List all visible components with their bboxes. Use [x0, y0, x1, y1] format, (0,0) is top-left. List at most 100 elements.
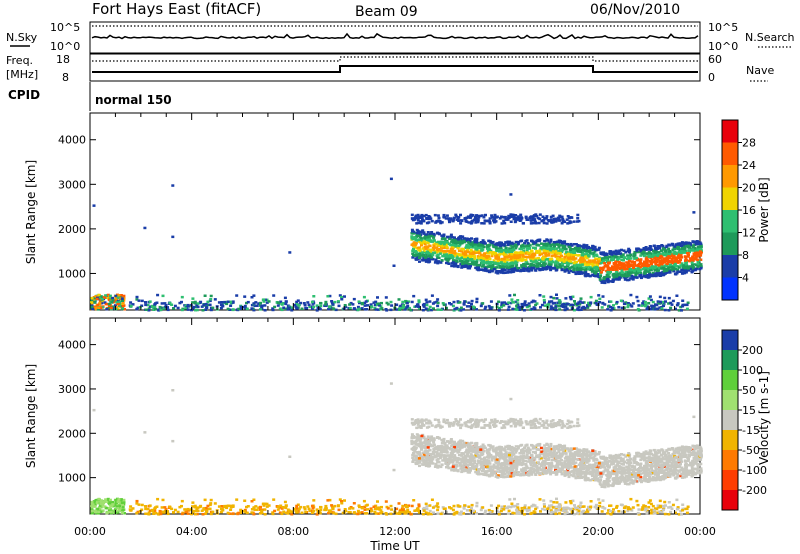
- range-cell: [509, 259, 513, 262]
- range-cell: [556, 240, 560, 243]
- range-cell: [559, 448, 563, 451]
- range-cell: [453, 241, 456, 245]
- range-cell: [486, 246, 490, 249]
- range-cell: [514, 246, 518, 250]
- range-cell: [90, 299, 94, 303]
- range-cell: [473, 255, 477, 258]
- range-cell: [423, 245, 427, 249]
- range-cell: [645, 459, 649, 462]
- range-cell: [542, 219, 546, 222]
- range-cell: [373, 306, 377, 310]
- range-cell: [598, 278, 602, 281]
- range-cell: [538, 262, 541, 266]
- range-cell: [554, 220, 558, 223]
- range-cell: [494, 247, 498, 250]
- range-cell: [629, 272, 633, 275]
- range-cell: [504, 241, 508, 244]
- range-cell: [436, 298, 440, 301]
- range-cell: [503, 301, 507, 304]
- range-cell: [115, 503, 119, 507]
- range-cell: [446, 260, 450, 263]
- range-cell: [463, 237, 466, 240]
- range-cell: [523, 446, 526, 449]
- range-cell: [565, 268, 569, 271]
- range-cell: [658, 253, 662, 256]
- range-cell: [503, 253, 507, 256]
- range-cell: [466, 248, 470, 251]
- range-cell: [651, 254, 655, 258]
- range-cell: [121, 304, 125, 308]
- range-cell: [451, 261, 455, 264]
- range-cell: [691, 245, 695, 248]
- range-cell: [567, 271, 571, 274]
- range-cell: [683, 255, 687, 258]
- range-cell: [637, 304, 641, 307]
- range-cell: [656, 245, 660, 248]
- range-cell: [691, 255, 695, 258]
- range-cell: [649, 248, 653, 251]
- range-cell: [691, 240, 695, 243]
- range-cell: [492, 216, 496, 219]
- range-cell: [273, 305, 277, 309]
- range-cell: [259, 301, 262, 305]
- range-cell: [509, 244, 513, 247]
- range-cell: [639, 271, 643, 275]
- range-cell: [591, 245, 595, 248]
- range-cell: [473, 257, 477, 260]
- range-cell: [180, 308, 184, 312]
- range-cell: [696, 262, 700, 265]
- range-cell: [591, 264, 595, 268]
- range-cell: [535, 243, 539, 247]
- range-cell: [662, 300, 665, 304]
- range-cell: [340, 295, 343, 299]
- range-cell: [644, 275, 648, 279]
- range-cell: [647, 302, 651, 305]
- range-cell: [114, 294, 118, 298]
- range-cell: [691, 259, 695, 262]
- range-cell: [487, 304, 491, 308]
- range-cell: [504, 246, 508, 250]
- range-cell: [114, 510, 118, 513]
- range-cell: [572, 270, 576, 274]
- range-cell: [439, 249, 443, 252]
- range-cell: [463, 258, 466, 261]
- range-cell: [688, 461, 692, 464]
- range-cell: [465, 239, 469, 242]
- range-cell: [654, 249, 658, 252]
- range-cell: [495, 242, 499, 245]
- range-cell: [589, 247, 593, 250]
- range-cell: [558, 241, 562, 244]
- range-cell: [202, 303, 206, 307]
- range-cell: [501, 249, 505, 252]
- range-cell: [120, 297, 124, 300]
- range-cell: [648, 245, 652, 248]
- range-cell: [654, 272, 658, 275]
- range-cell: [479, 244, 483, 247]
- range-cell: [465, 305, 469, 308]
- range-cell: [663, 308, 667, 312]
- range-cell: [561, 305, 565, 308]
- range-cell: [597, 294, 601, 297]
- range-cell: [520, 266, 524, 269]
- range-cell: [658, 245, 662, 248]
- range-cell: [680, 241, 684, 244]
- range-cell: [694, 242, 698, 246]
- range-cell: [565, 307, 569, 310]
- range-cell: [417, 305, 421, 308]
- range-cell: [615, 250, 619, 253]
- range-cell: [536, 239, 540, 242]
- range-cell: [597, 257, 601, 261]
- range-cell: [483, 446, 487, 450]
- range-cell: [699, 462, 703, 466]
- range-cell: [452, 300, 456, 304]
- range-cell: [602, 251, 605, 254]
- range-cell: [459, 263, 463, 266]
- range-cell: [114, 508, 117, 511]
- range-cell: [487, 251, 490, 254]
- range-cell: [462, 308, 465, 311]
- range-cell: [482, 216, 486, 219]
- range-cell: [567, 257, 571, 260]
- range-cell: [686, 251, 690, 255]
- range-cell: [542, 298, 546, 302]
- range-cell: [91, 307, 94, 311]
